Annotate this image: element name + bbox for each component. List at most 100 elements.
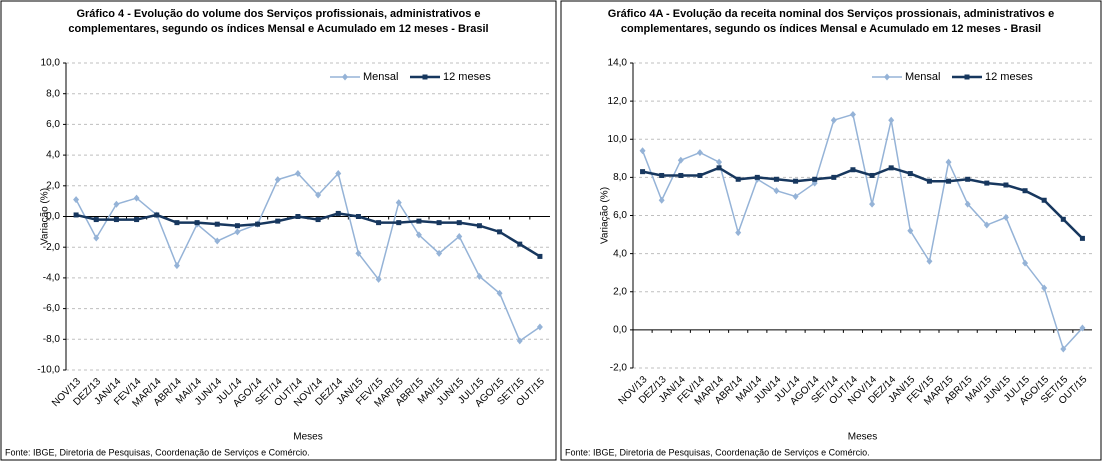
point <box>1022 259 1029 267</box>
point <box>335 170 342 178</box>
legend-label: Mensal <box>905 71 940 83</box>
point <box>773 176 779 182</box>
point <box>850 167 856 173</box>
point <box>639 147 646 155</box>
point <box>133 194 140 202</box>
point <box>1041 284 1048 292</box>
point <box>1079 324 1086 332</box>
point <box>93 217 99 223</box>
y-tick-label: -8,0 <box>43 334 61 345</box>
panel-border <box>560 0 1102 461</box>
series-line <box>641 113 1083 351</box>
point <box>113 217 119 223</box>
y-tick-label: 8,0 <box>613 172 627 183</box>
point <box>134 217 140 223</box>
y-tick-label: -10,0 <box>37 365 60 376</box>
y-tick-label: 10,0 <box>608 134 628 145</box>
point <box>830 116 837 124</box>
point <box>907 227 914 235</box>
point <box>888 116 895 124</box>
point <box>849 110 856 118</box>
point <box>476 272 483 280</box>
point <box>295 214 301 219</box>
y-tick-label: 14,0 <box>608 58 628 69</box>
point <box>1002 213 1009 221</box>
point <box>677 156 684 164</box>
point <box>516 337 523 345</box>
point <box>946 178 952 184</box>
point <box>716 165 722 171</box>
point <box>1060 345 1067 353</box>
point <box>275 218 281 224</box>
point <box>945 158 952 166</box>
y-tick-label: 6,0 <box>613 210 627 221</box>
point <box>255 221 261 227</box>
point <box>416 218 422 224</box>
y-tick-label: -2,0 <box>610 363 628 374</box>
point <box>716 158 723 166</box>
y-tick-label: -4,0 <box>43 273 61 284</box>
point <box>965 176 971 182</box>
point <box>735 229 742 237</box>
point <box>793 178 799 184</box>
point <box>1003 182 1009 188</box>
point <box>678 172 684 178</box>
point <box>375 275 382 283</box>
point <box>73 212 79 218</box>
point <box>315 191 322 199</box>
point <box>754 174 760 180</box>
point <box>395 199 402 207</box>
point <box>173 262 180 270</box>
point <box>537 253 543 259</box>
point <box>964 200 971 208</box>
point <box>376 220 382 226</box>
point <box>436 249 443 257</box>
point <box>888 165 894 171</box>
legend-label: Mensal <box>363 71 398 83</box>
point <box>869 200 876 208</box>
y-tick-label: -2,0 <box>43 242 61 253</box>
point <box>174 220 180 226</box>
y-tick-label: 0,0 <box>46 211 60 222</box>
point <box>1022 188 1028 194</box>
legend-marker <box>342 73 348 81</box>
y-tick-label: 4,0 <box>613 248 627 259</box>
point <box>294 170 301 178</box>
point <box>907 171 913 177</box>
point <box>73 196 80 204</box>
point <box>456 220 462 226</box>
point <box>659 172 665 178</box>
point <box>696 149 703 157</box>
point <box>476 223 482 229</box>
chart-title: complementares, segundo os índices Mensa… <box>68 23 488 35</box>
point <box>113 200 120 208</box>
x-axis-label: Meses <box>293 432 322 443</box>
point <box>1041 197 1047 203</box>
point <box>355 214 361 219</box>
point <box>154 212 160 218</box>
point <box>214 237 221 245</box>
point <box>214 221 220 227</box>
chart-title: Gráfico 4A - Evolução da receita nominal… <box>608 8 1054 20</box>
point <box>831 174 837 180</box>
point <box>396 220 402 226</box>
point <box>335 210 341 216</box>
point <box>1079 235 1085 241</box>
point <box>869 172 875 178</box>
point <box>536 323 543 331</box>
y-tick-label: 10,0 <box>41 58 61 69</box>
y-tick-label: 6,0 <box>46 119 60 130</box>
point <box>496 289 503 297</box>
legend-marker <box>422 74 428 80</box>
y-tick-label: 2,0 <box>46 180 60 191</box>
y-axis-label: Variação (%) <box>600 187 611 244</box>
y-tick-label: 12,0 <box>608 96 628 107</box>
point <box>926 257 933 265</box>
point <box>355 249 362 257</box>
point <box>983 221 990 229</box>
point <box>234 228 241 236</box>
y-tick-label: -6,0 <box>43 303 61 314</box>
point <box>517 241 523 247</box>
source: Fonte: IBGE, Diretoria de Pesquisas, Coo… <box>5 447 310 457</box>
point <box>1060 216 1066 222</box>
